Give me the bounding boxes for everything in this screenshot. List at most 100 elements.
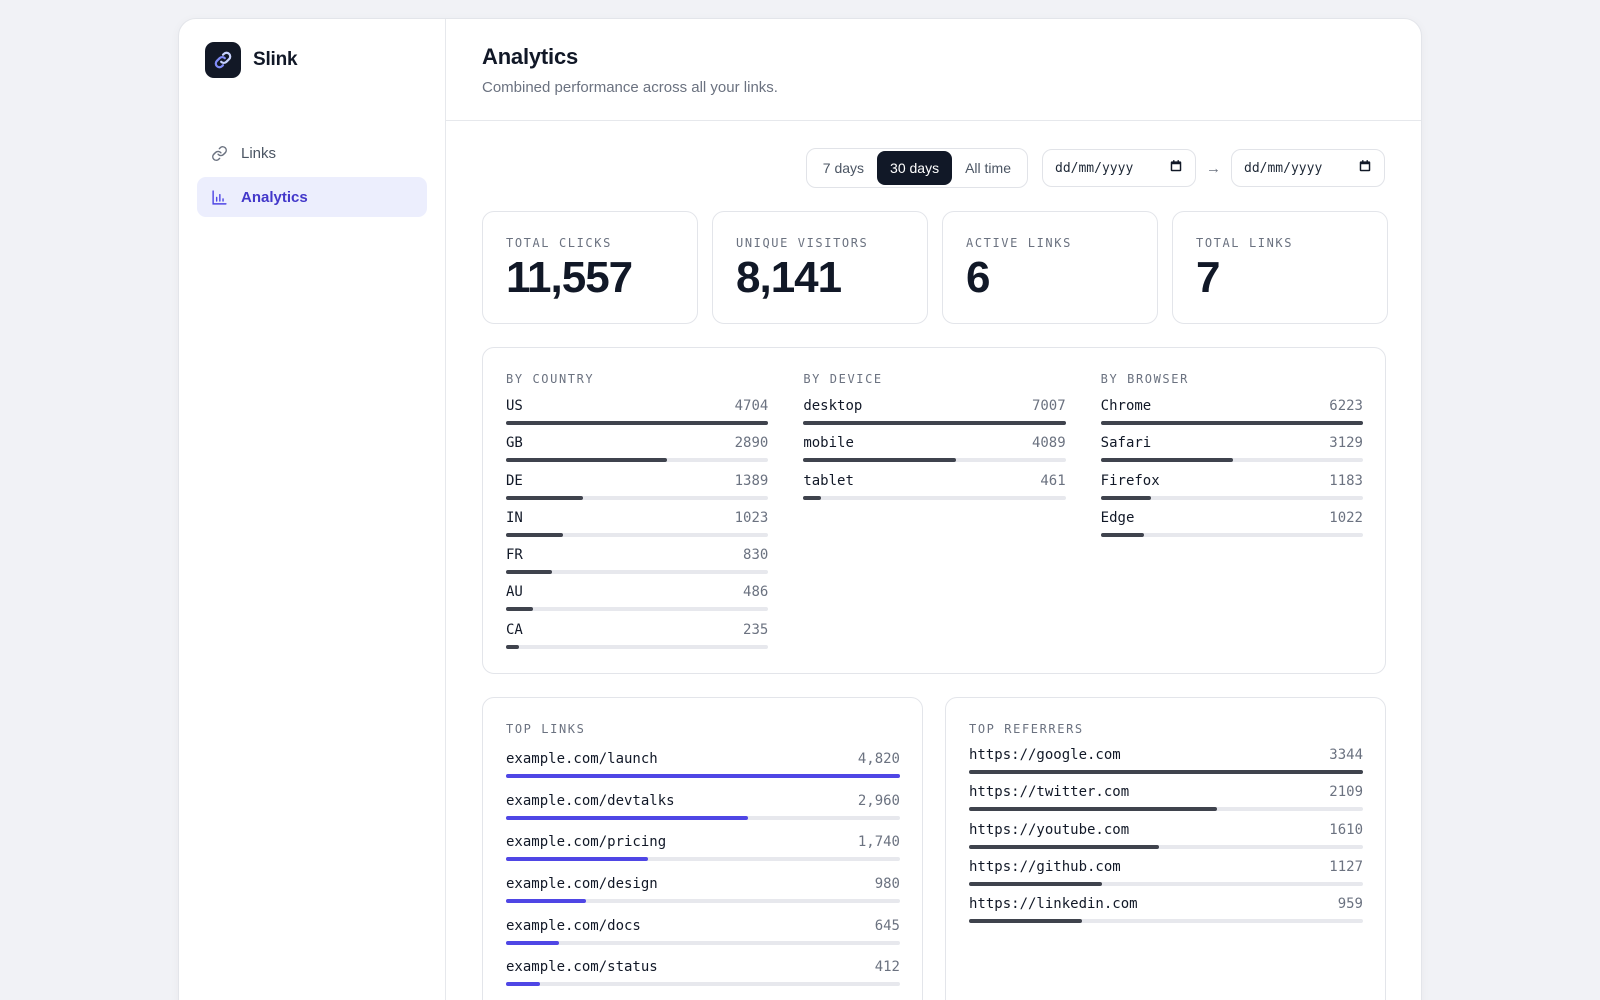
list-item[interactable]: example.com/design 980: [506, 876, 900, 918]
list-item: AU 486: [506, 584, 769, 621]
bar-track: [506, 570, 769, 575]
range-7-days-button[interactable]: 7 days: [822, 160, 865, 176]
row-label: https://linkedin.com: [969, 896, 1138, 913]
stat-value: 11,557: [506, 253, 633, 302]
list-item: mobile 4089: [803, 435, 1066, 472]
list-item[interactable]: example.com/launch 4,820: [506, 751, 900, 793]
bar-track: [1100, 458, 1363, 463]
bar-track: [969, 770, 1363, 774]
bar-fill: [969, 770, 1363, 774]
bar-fill: [1100, 458, 1233, 463]
row-value: 830: [743, 547, 769, 564]
bar-track: [506, 774, 900, 778]
main-content: Analytics Combined performance across al…: [446, 19, 1421, 1000]
stat-label: TOTAL CLICKS: [506, 236, 612, 250]
breakdown-card: BY COUNTRY US 4704 GB 2890 DE 1389 IN 1023 FR 830…: [482, 347, 1386, 674]
logo-icon: [205, 42, 241, 78]
stat-value: 7: [1196, 253, 1220, 302]
list-item: Edge 1022: [1100, 510, 1363, 547]
row-value: 3129: [1329, 435, 1363, 452]
bar-fill: [506, 899, 587, 904]
sidebar-item-analytics[interactable]: Analytics: [197, 177, 427, 217]
row-value: 4089: [1031, 435, 1066, 452]
list-item: https://github.com 1127: [969, 859, 1363, 896]
list-item[interactable]: example.com/pricing 1,740: [506, 834, 900, 876]
list-item: tablet 461: [803, 472, 1066, 510]
row-label: https://google.com: [969, 747, 1121, 763]
row-value: 2,960: [857, 792, 900, 809]
row-label: AU: [506, 584, 523, 601]
bar-fill: [506, 495, 584, 500]
bar-fill: [803, 421, 1066, 425]
bar-fill: [803, 458, 957, 463]
bar-list: US 4704 GB 2890 DE 1389 IN 1023 FR 830 AU 486 CA 235: [506, 398, 769, 659]
page-header: Analytics Combined performance across al…: [446, 19, 1421, 121]
row-label: desktop: [803, 398, 863, 414]
calendar-icon[interactable]: [1358, 159, 1372, 177]
bar-fill: [506, 607, 534, 612]
section-label: TOP LINKS: [506, 722, 586, 736]
bar-list: desktop 7007 mobile 4089 tablet 461: [803, 398, 1066, 510]
bar-fill: [506, 458, 668, 463]
top-referrers-card: TOP REFERRERS https://google.com 3344 http…: [945, 697, 1386, 1000]
bar-track: [506, 532, 769, 537]
section-label: TOP REFERRERS: [969, 722, 1084, 736]
row-label: Safari: [1100, 435, 1152, 452]
bar-track: [506, 940, 900, 945]
bar-fill: [506, 815, 748, 820]
list-item: CA 235: [506, 621, 769, 659]
list-item: Safari 3129: [1100, 435, 1363, 472]
row-value: 461: [1040, 472, 1066, 489]
bar-list: example.com/launch 4,820 example.com/devta…: [506, 751, 900, 1000]
sidebar-nav: Links Analytics: [197, 133, 427, 221]
stat-card-total-clicks: TOTAL CLICKS 11,557: [482, 211, 698, 324]
row-value: 2109: [1329, 784, 1363, 801]
sidebar-item-label: Links: [241, 144, 277, 162]
row-value: 235: [743, 621, 769, 638]
list-item: desktop 7007: [803, 398, 1066, 435]
bar-fill: [506, 421, 769, 425]
list-item[interactable]: example.com/devtalks 2,960: [506, 793, 900, 835]
date-to-placeholder: dd/mm/yyyy: [1244, 160, 1323, 176]
row-value: 4,820: [857, 751, 900, 767]
bar-track: [803, 495, 1066, 500]
bar-track: [506, 857, 900, 862]
row-value: 1127: [1329, 858, 1363, 875]
row-label: example.com/devtalks: [506, 792, 675, 809]
calendar-icon[interactable]: [1169, 159, 1183, 177]
bar-fill: [803, 495, 821, 500]
date-to-field[interactable]: dd/mm/yyyy: [1231, 149, 1385, 187]
row-value: 1610: [1329, 821, 1363, 838]
bar-track: [969, 807, 1363, 812]
list-item[interactable]: example.com/status 412: [506, 959, 900, 1000]
brand[interactable]: Slink: [205, 42, 298, 78]
bar-fill: [1100, 421, 1363, 425]
sidebar-item-links[interactable]: Links: [197, 133, 427, 173]
bar-track: [506, 607, 769, 612]
row-label: example.com/pricing: [506, 834, 667, 851]
date-filters: 7 days 30 days All time dd/mm/yyyy → dd/…: [805, 148, 1385, 188]
range-all-time-button[interactable]: All time: [965, 160, 1011, 176]
row-value: 1389: [734, 472, 769, 489]
page-title: Analytics: [482, 44, 579, 69]
list-item[interactable]: example.com/docs 645: [506, 918, 900, 960]
bar-list: Chrome 6223 Safari 3129 Firefox 1183 Edge 1022: [1100, 398, 1363, 547]
bar-track: [1100, 495, 1363, 500]
bar-track: [506, 421, 769, 425]
row-value: 4704: [734, 398, 769, 414]
by-browser-column: BY BROWSER Chrome 6223 Safari 3129 Firefox 11…: [1100, 372, 1363, 673]
list-item: DE 1389: [506, 472, 769, 510]
row-value: 959: [1337, 896, 1363, 913]
section-label: BY COUNTRY: [506, 372, 595, 386]
bar-track: [506, 495, 769, 500]
range-selector: 7 days 30 days All time: [805, 148, 1028, 188]
date-from-field[interactable]: dd/mm/yyyy: [1042, 149, 1196, 187]
row-value: 3344: [1329, 747, 1363, 763]
list-item: https://google.com 3344: [969, 747, 1363, 784]
list-item: IN 1023: [506, 510, 769, 547]
list-item: US 4704: [506, 398, 769, 435]
bar-fill: [506, 857, 649, 862]
bar-track: [969, 844, 1363, 849]
bar-track: [969, 881, 1363, 886]
range-30-days-button[interactable]: 30 days: [877, 151, 953, 185]
